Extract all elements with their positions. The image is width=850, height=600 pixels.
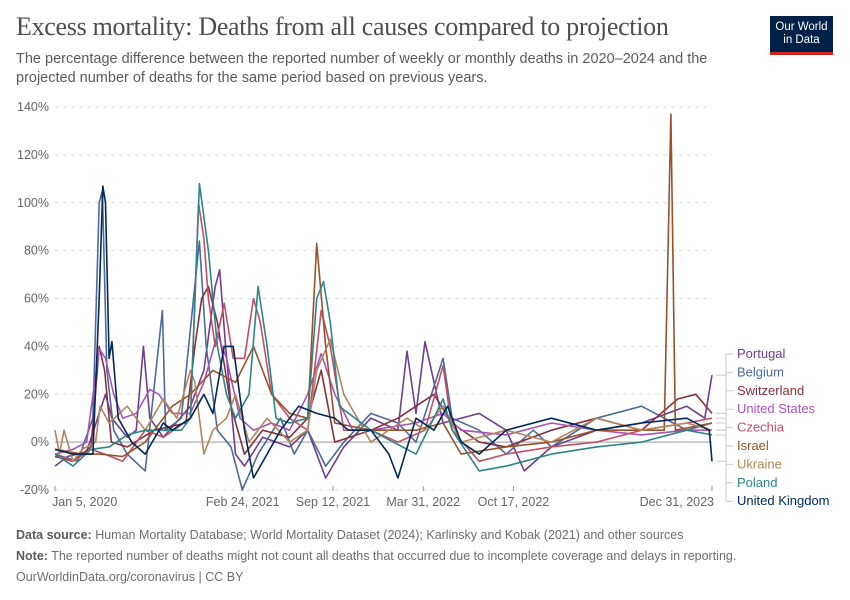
legend-label-belgium: Belgium	[737, 364, 784, 379]
legend-label-ukraine: Ukraine	[737, 456, 782, 471]
legend-label-czechia: Czechia	[737, 420, 785, 435]
legend-label-israel: Israel	[737, 438, 769, 453]
y-tick-label: 100%	[17, 196, 49, 210]
legend-label-switzerland: Switzerland	[737, 383, 804, 398]
note-text: The reported number of deaths might not …	[47, 549, 737, 563]
x-tick-label: Feb 24, 2021	[206, 495, 280, 509]
y-axis: -20% 0% 20% 40% 60% 80% 100% 120% 140%	[17, 100, 49, 497]
note: Note: The reported number of deaths migh…	[16, 549, 736, 563]
legend-label-portugal: Portugal	[737, 346, 786, 361]
chart-subtitle: The percentage difference between the re…	[16, 51, 708, 86]
x-tick-label: Oct 17, 2022	[478, 495, 550, 509]
y-tick-label: 40%	[24, 339, 49, 353]
series-lines	[54, 113, 713, 491]
y-tick-label: -20%	[20, 483, 49, 497]
legend-connector	[716, 434, 733, 484]
x-tick-label: Jan 5, 2020	[52, 495, 117, 509]
legend-connector	[716, 353, 733, 376]
legend-label-united-kingdom: United Kingdom	[737, 493, 830, 508]
y-tick-label: 0%	[31, 435, 49, 449]
x-axis: Jan 5, 2020 Feb 24, 2021 Sep 12, 2021 Mar 3…	[52, 486, 714, 509]
legend: Portugal Belgium Switzerland United States C…	[716, 346, 830, 508]
legend-connector	[716, 371, 733, 424]
line-chart: -20% 0% 20% 40% 60% 80% 100% 120% 140% Jan 5, 20…	[17, 100, 830, 509]
grid-lines	[55, 106, 712, 491]
source-text: Human Mortality Database; World Mortalit…	[91, 528, 684, 542]
legend-label-united-states: United States	[737, 401, 816, 416]
y-tick-label: 120%	[17, 148, 49, 162]
logo-line-2: in Data	[783, 34, 820, 46]
source-label: Data source:	[16, 528, 92, 542]
series-line-switzerland	[54, 285, 713, 463]
legend-connector	[716, 408, 733, 431]
x-tick-label: Dec 31, 2023	[640, 495, 714, 509]
legend-connector	[716, 390, 733, 414]
data-source: Data source: Human Mortality Database; W…	[16, 528, 683, 542]
x-tick-label: Mar 31, 2022	[386, 495, 460, 509]
x-tick-label: Sep 12, 2021	[296, 495, 370, 509]
logo-line-1: Our World	[775, 21, 828, 33]
legend-connector	[716, 460, 733, 502]
legend-label-poland: Poland	[737, 475, 777, 490]
chart-title: Excess mortality: Deaths from all causes…	[16, 12, 669, 41]
series-line-united-kingdom	[54, 185, 713, 479]
y-tick-label: 20%	[24, 387, 49, 401]
y-tick-label: 140%	[17, 100, 49, 114]
series-line-israel	[54, 113, 713, 458]
owid-logo[interactable]: Our World in Data	[770, 16, 833, 55]
y-tick-label: 60%	[24, 292, 49, 306]
note-label: Note:	[16, 549, 48, 563]
y-tick-label: 80%	[24, 244, 49, 258]
source-url[interactable]: OurWorldinData.org/coronavirus | CC BY	[16, 570, 244, 584]
series-line-poland	[54, 182, 713, 472]
